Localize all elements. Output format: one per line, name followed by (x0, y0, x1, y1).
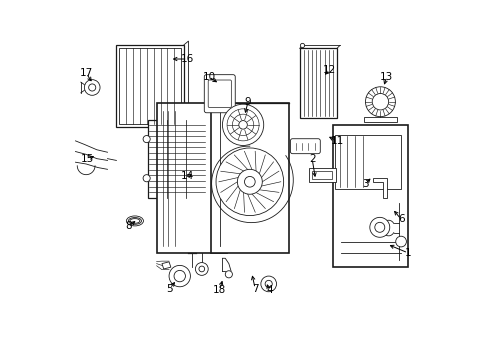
Text: 7: 7 (251, 284, 258, 293)
Circle shape (244, 176, 255, 187)
Text: 12: 12 (323, 65, 336, 75)
Circle shape (225, 271, 232, 278)
Circle shape (369, 217, 389, 237)
Polygon shape (372, 178, 386, 198)
Circle shape (195, 262, 208, 275)
Text: 18: 18 (213, 285, 226, 295)
Circle shape (300, 43, 304, 48)
Circle shape (88, 84, 96, 91)
Circle shape (169, 265, 190, 287)
Circle shape (84, 80, 100, 95)
Text: 3: 3 (362, 179, 368, 189)
Bar (299, 48, 336, 118)
Circle shape (222, 104, 263, 145)
Circle shape (216, 148, 283, 216)
Ellipse shape (128, 217, 141, 224)
Text: 17: 17 (80, 68, 93, 78)
Circle shape (199, 266, 204, 272)
FancyBboxPatch shape (208, 80, 231, 107)
Bar (148, 120, 205, 198)
Text: 8: 8 (125, 221, 132, 231)
Circle shape (143, 135, 150, 143)
Bar (333, 125, 407, 267)
Circle shape (237, 169, 262, 194)
Bar (119, 48, 181, 124)
Circle shape (232, 114, 253, 135)
Circle shape (143, 175, 150, 182)
Circle shape (395, 236, 406, 247)
Text: 4: 4 (265, 285, 272, 295)
Text: 5: 5 (166, 284, 173, 293)
Bar (335, 135, 400, 189)
Bar (311, 171, 331, 179)
Text: 1: 1 (404, 248, 411, 258)
Bar (210, 103, 288, 253)
Circle shape (365, 87, 395, 117)
Circle shape (174, 270, 185, 282)
FancyBboxPatch shape (290, 139, 320, 154)
Circle shape (264, 280, 272, 288)
Circle shape (260, 276, 276, 292)
Bar (363, 117, 396, 122)
FancyBboxPatch shape (204, 75, 235, 113)
Text: 2: 2 (308, 154, 315, 164)
Circle shape (226, 109, 259, 141)
Ellipse shape (126, 216, 143, 226)
Circle shape (371, 94, 388, 110)
Text: 14: 14 (181, 171, 194, 181)
Circle shape (238, 121, 247, 129)
Bar (308, 168, 335, 182)
Ellipse shape (130, 219, 140, 223)
Text: 13: 13 (380, 72, 393, 82)
Bar (116, 45, 183, 127)
Text: 11: 11 (330, 136, 343, 146)
Text: 10: 10 (202, 72, 215, 82)
Bar (157, 103, 226, 253)
Circle shape (374, 222, 384, 232)
Text: 16: 16 (181, 54, 194, 64)
Polygon shape (162, 262, 170, 269)
Text: 9: 9 (244, 97, 251, 107)
Text: 6: 6 (397, 214, 404, 224)
Text: 15: 15 (81, 154, 94, 164)
